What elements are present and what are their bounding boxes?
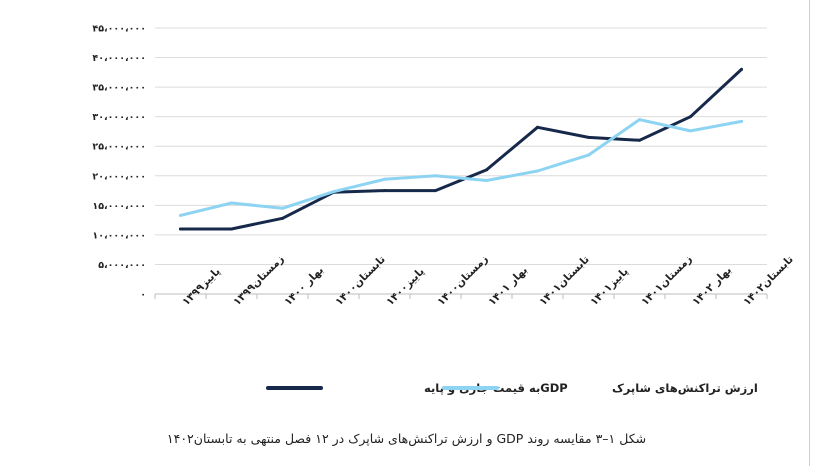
data-point bbox=[740, 119, 743, 123]
x-tick-label: تابستان۱۴۰۱ bbox=[537, 253, 592, 308]
data-point bbox=[179, 213, 182, 217]
data-point bbox=[230, 201, 233, 205]
y-axis-ticks: ۰ ۵،۰۰۰،۰۰۰ ۱۰،۰۰۰،۰۰۰ ۱۵،۰۰۰،۰۰۰ ۲۰،۰۰۰،۰۰۰… bbox=[92, 24, 146, 301]
y-tick-label: ۲۵،۰۰۰،۰۰۰ bbox=[92, 142, 146, 153]
data-point bbox=[434, 189, 437, 193]
y-tick-label: ۴۵،۰۰۰،۰۰۰ bbox=[92, 24, 146, 35]
data-point bbox=[536, 125, 539, 129]
legend: GDPبه قیمت جاری و پایه ارزش تراکنش‌های ش… bbox=[266, 381, 758, 396]
x-tick-label: بهار ۱۴۰۰ bbox=[282, 264, 326, 308]
x-tick-label: زمستان۱۴۰۰ bbox=[435, 253, 490, 308]
data-point bbox=[587, 153, 590, 157]
data-point bbox=[383, 189, 386, 193]
y-tick-label: ۱۵،۰۰۰،۰۰۰ bbox=[92, 201, 146, 212]
y-tick-label: ۵،۰۰۰،۰۰۰ bbox=[98, 260, 146, 271]
data-point bbox=[689, 129, 692, 133]
y-tick-label: ۴۰،۰۰۰،۰۰۰ bbox=[92, 53, 146, 64]
y-tick-label: ۳۵،۰۰۰،۰۰۰ bbox=[92, 83, 146, 94]
series-line-1 bbox=[179, 118, 743, 217]
data-point bbox=[281, 206, 284, 210]
x-tick-label: پاییز۱۴۰۰ bbox=[384, 265, 427, 308]
x-tick-label: تابستان۱۴۰۰ bbox=[333, 253, 388, 308]
data-point bbox=[485, 179, 488, 183]
page-edge-rule bbox=[809, 0, 810, 466]
series-line-0 bbox=[179, 67, 743, 231]
series-lines bbox=[179, 67, 743, 231]
data-point bbox=[587, 135, 590, 139]
figure-caption: شکل ۱–۳ مقایسه روند GDP و ارزش تراکنش‌ها… bbox=[166, 431, 647, 446]
y-tick-label: ۱۰،۰۰۰،۰۰۰ bbox=[92, 230, 146, 241]
x-tick-label: تابستان۱۴۰۲ bbox=[741, 253, 796, 308]
x-tick-label: پاییز۱۳۹۹ bbox=[180, 265, 223, 308]
x-tick-label: زمستان۱۳۹۹ bbox=[231, 253, 286, 308]
axes bbox=[154, 293, 768, 299]
data-point bbox=[383, 177, 386, 181]
y-tick-label: ۳۰،۰۰۰،۰۰۰ bbox=[92, 112, 146, 123]
x-tick-label: بهار ۱۴۰۱ bbox=[486, 264, 530, 308]
data-point bbox=[332, 190, 335, 194]
data-point bbox=[740, 67, 743, 71]
y-tick-label: ۰ bbox=[140, 290, 146, 301]
x-tick-label: زمستان۱۴۰۱ bbox=[639, 253, 694, 308]
data-point bbox=[281, 216, 284, 220]
x-tick-label: پاییز۱۴۰۱ bbox=[588, 265, 631, 308]
data-point bbox=[485, 168, 488, 172]
data-point bbox=[638, 118, 641, 122]
x-tick-label: بهار ۱۴۰۲ bbox=[690, 264, 734, 308]
data-point bbox=[230, 227, 233, 231]
data-point bbox=[179, 227, 182, 231]
data-point bbox=[536, 169, 539, 173]
data-point bbox=[434, 174, 437, 178]
legend-label-shaparak: ارزش تراکنش‌های شاپرک bbox=[612, 381, 758, 395]
y-tick-label: ۲۰،۰۰۰،۰۰۰ bbox=[92, 171, 146, 182]
data-point bbox=[689, 115, 692, 119]
gridlines bbox=[155, 27, 767, 265]
data-point bbox=[638, 138, 641, 142]
